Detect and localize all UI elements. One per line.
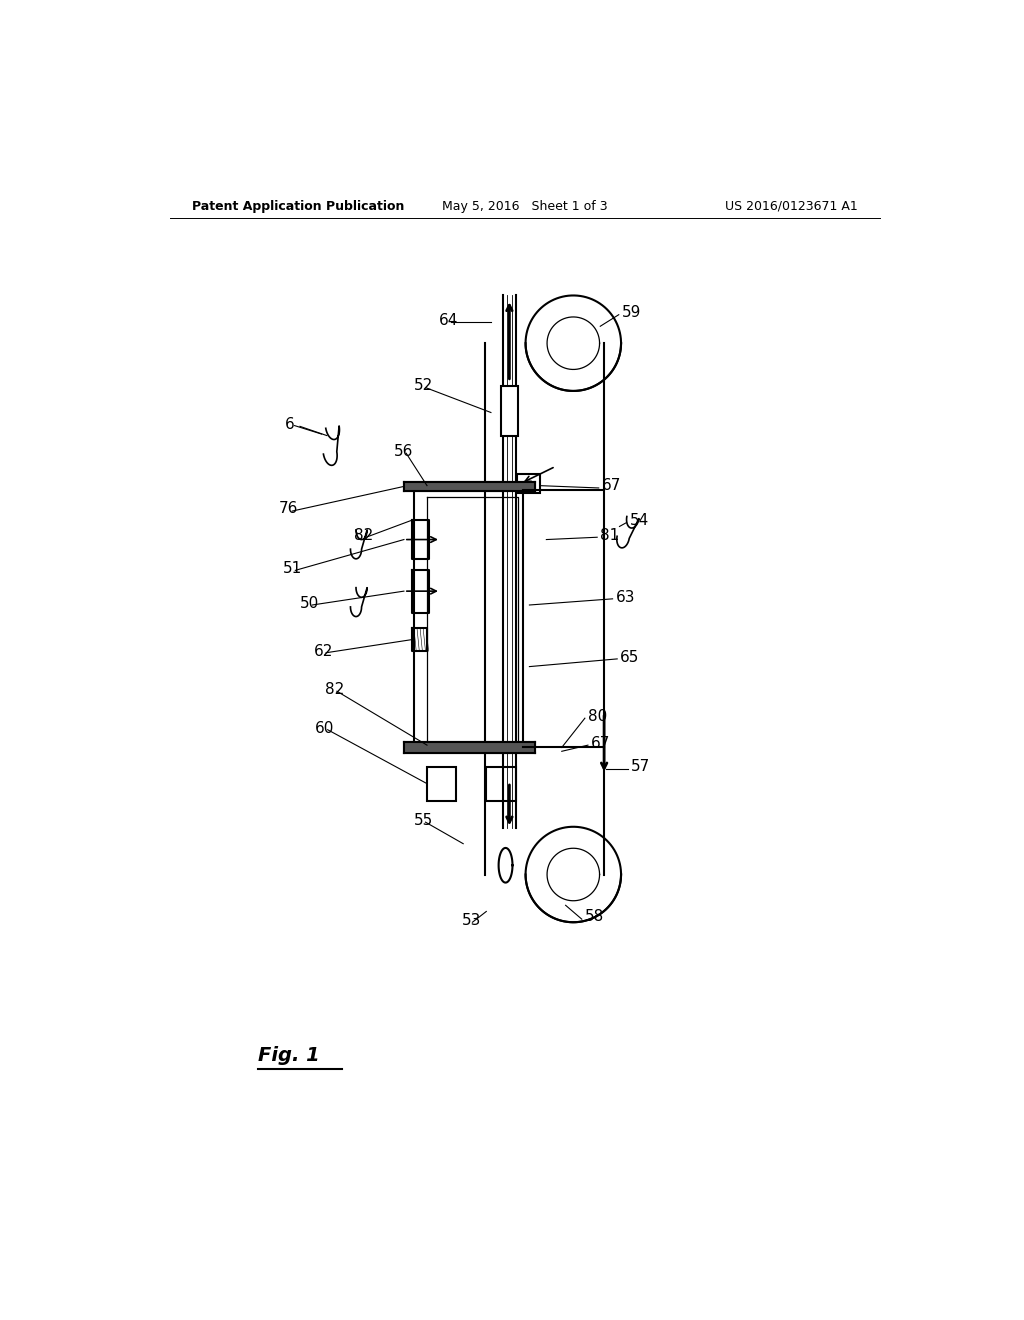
Text: Fig. 1: Fig. 1 xyxy=(258,1045,319,1065)
Bar xyxy=(501,385,518,436)
Text: 54: 54 xyxy=(630,512,649,528)
Text: 81: 81 xyxy=(600,528,620,544)
Text: 82: 82 xyxy=(325,682,344,697)
Text: 57: 57 xyxy=(631,759,650,775)
Text: 67: 67 xyxy=(591,737,610,751)
Text: 64: 64 xyxy=(438,313,458,327)
Text: 63: 63 xyxy=(615,590,635,605)
Text: 55: 55 xyxy=(414,813,433,828)
Text: 67: 67 xyxy=(602,478,622,494)
Text: 60: 60 xyxy=(315,721,335,735)
Text: 59: 59 xyxy=(622,305,641,319)
Bar xyxy=(403,742,535,752)
Text: 65: 65 xyxy=(621,649,640,665)
Text: Patent Application Publication: Patent Application Publication xyxy=(193,199,404,213)
Text: 62: 62 xyxy=(313,644,333,659)
Text: 51: 51 xyxy=(283,561,302,577)
Text: 6: 6 xyxy=(285,417,294,432)
Text: May 5, 2016   Sheet 1 of 3: May 5, 2016 Sheet 1 of 3 xyxy=(442,199,607,213)
Bar xyxy=(517,474,541,494)
Bar xyxy=(403,482,535,491)
Text: US 2016/0123671 A1: US 2016/0123671 A1 xyxy=(725,199,857,213)
Text: 53: 53 xyxy=(462,913,481,928)
Text: 52: 52 xyxy=(414,378,433,393)
Text: 50: 50 xyxy=(300,595,319,611)
Text: 58: 58 xyxy=(585,909,604,924)
Text: 56: 56 xyxy=(394,444,414,458)
Bar xyxy=(427,767,457,801)
Text: 80: 80 xyxy=(588,709,607,725)
Text: 76: 76 xyxy=(279,502,298,516)
Bar xyxy=(486,767,515,801)
Text: 82: 82 xyxy=(354,528,373,544)
